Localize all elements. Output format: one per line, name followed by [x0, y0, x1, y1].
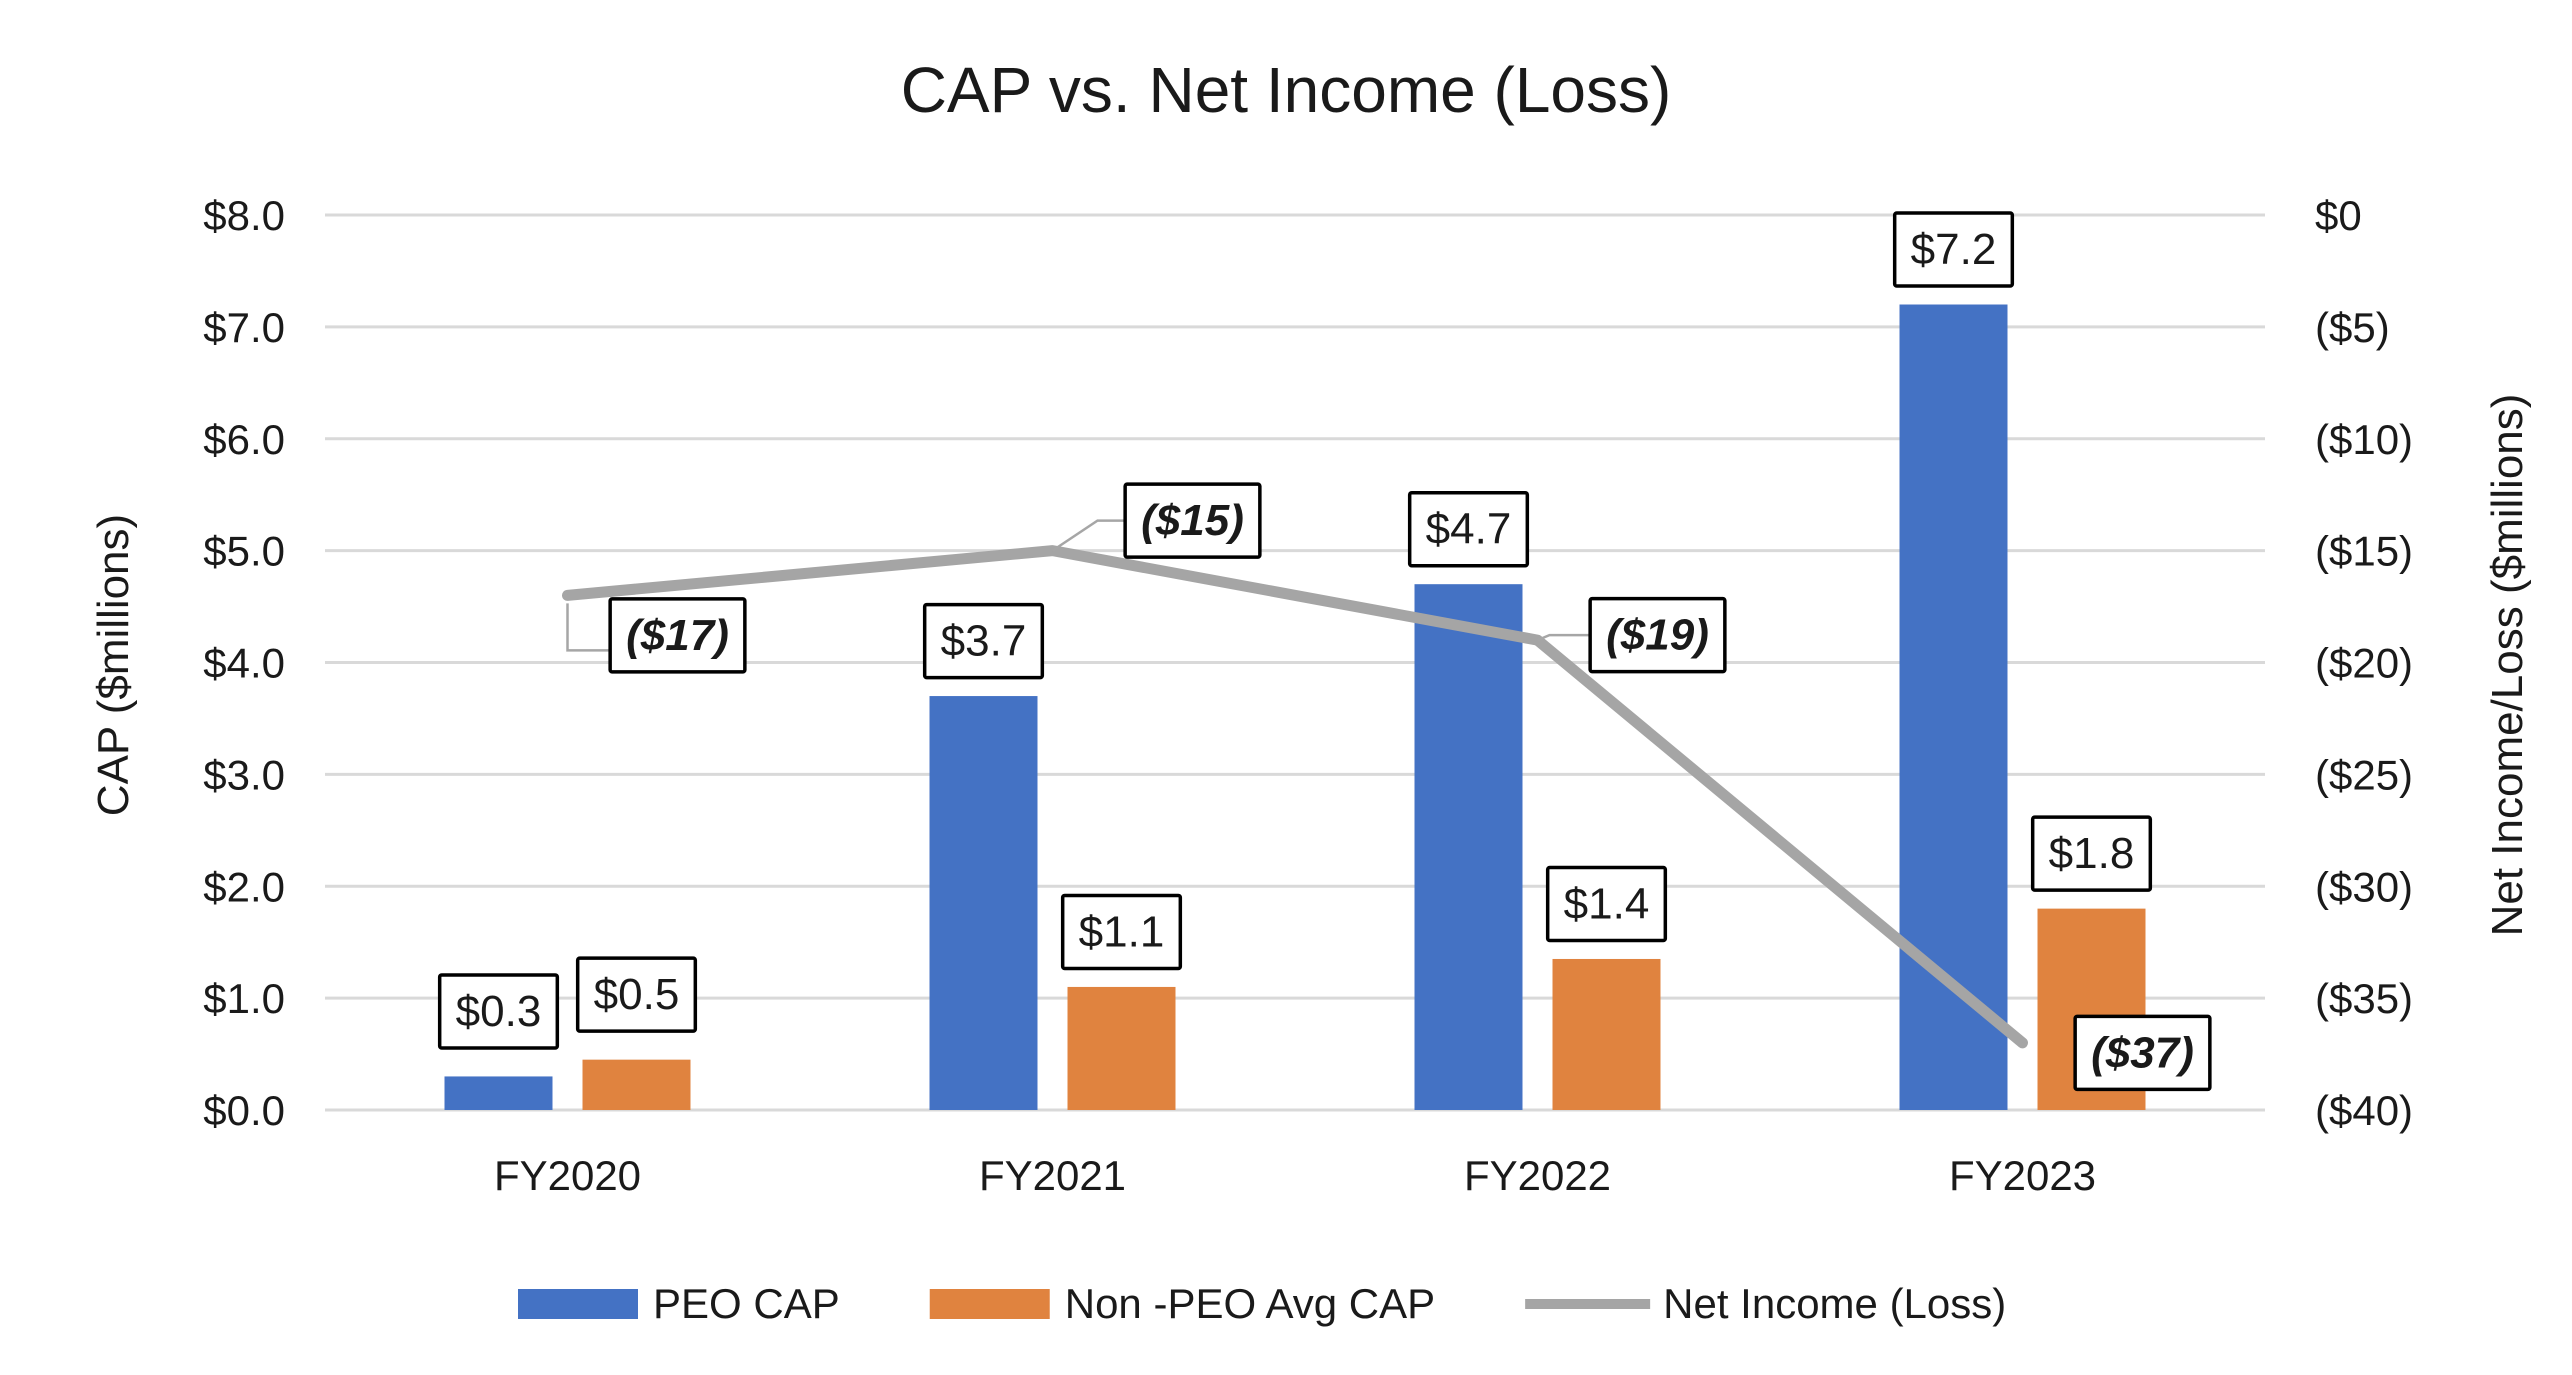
- left-axis-ticks: $0.0 $1.0 $2.0 $3.0 $4.0 $5.0 $6.0 $7.0 $8.0: [203, 192, 285, 1134]
- net-income-label-box: [1123, 482, 1262, 559]
- label-leader-line: [1537, 633, 1591, 642]
- net-income-label-box: [608, 597, 747, 674]
- left-tick-label: $0.0: [203, 1087, 285, 1134]
- bar-value-label-box: [1060, 893, 1183, 971]
- label-leader-line: [1051, 519, 1126, 552]
- bar-value-label-text: $1.8: [2049, 829, 2135, 878]
- net-income-point: [2021, 1041, 2024, 1044]
- legend-label: Net Income (Loss): [1663, 1280, 2006, 1327]
- legend-item: PEO CAP: [518, 1280, 840, 1327]
- bar-value-label-text: $0.5: [594, 970, 680, 1019]
- right-tick-label: ($10): [2315, 416, 2413, 463]
- bar-value-label-box: [2030, 815, 2153, 892]
- right-tick-label: ($5): [2315, 304, 2390, 351]
- bar-non-peo-cap: [1067, 986, 1176, 1110]
- right-tick-label: ($20): [2315, 640, 2413, 687]
- bar-value-label: $7.2: [1892, 211, 2015, 288]
- bar-value-label: $1.4: [1545, 865, 1668, 943]
- net-income-label-text: ($37): [2091, 1028, 2194, 1077]
- bar-value-label: $1.8: [2030, 815, 2153, 892]
- data-labels: $0.3 $3.7 $4.7 $7.2 $0.5 $1.1 $1.4 $1.8 ($17) ($1…: [437, 211, 2212, 1092]
- net-income-label: ($15): [1123, 482, 1262, 559]
- category-label: FY2020: [494, 1152, 641, 1199]
- bar-value-label-text: $1.1: [1079, 907, 1165, 956]
- bar-value-label: $0.5: [575, 956, 698, 1033]
- net-income-label-text: ($15): [1141, 496, 1244, 545]
- net-income-line-layer: [562, 545, 2028, 1049]
- bar-value-label: $0.3: [437, 973, 560, 1050]
- left-tick-label: $4.0: [203, 640, 285, 687]
- net-income-label-text: ($17): [626, 611, 729, 660]
- right-tick-label: ($40): [2315, 1087, 2413, 1134]
- right-tick-label: $0: [2315, 192, 2362, 239]
- bar-value-label-text: $1.4: [1564, 879, 1650, 928]
- net-income-label: ($37): [2073, 1014, 2212, 1092]
- left-tick-label: $2.0: [203, 863, 285, 910]
- left-tick-label: $1.0: [203, 975, 285, 1022]
- legend-label: PEO CAP: [653, 1280, 840, 1327]
- bars: [444, 304, 2146, 1110]
- right-axis-ticks: ($40) ($35) ($30) ($25) ($20) ($15) ($10) ($5) $…: [2315, 192, 2413, 1134]
- bar-value-label-text: $0.3: [456, 987, 542, 1036]
- net-income-line: [562, 545, 2028, 1049]
- category-label: FY2021: [979, 1152, 1126, 1199]
- right-axis-title: Net Income/Loss ($millions): [2483, 394, 2532, 937]
- bar-peo-cap: [929, 696, 1038, 1110]
- net-income-label-box: [2073, 1014, 2212, 1092]
- right-tick-label: ($25): [2315, 751, 2413, 798]
- bar-value-label-box: [922, 602, 1045, 680]
- legend-item: Net Income (Loss): [1525, 1280, 2006, 1327]
- legend-swatch: [518, 1289, 638, 1319]
- bar-non-peo-cap: [1552, 958, 1661, 1110]
- net-income-label: ($19): [1588, 596, 1727, 674]
- left-tick-label: $7.0: [203, 304, 285, 351]
- legend-label: Non -PEO Avg CAP: [1065, 1280, 1435, 1327]
- right-tick-label: ($30): [2315, 863, 2413, 910]
- left-axis-title: CAP ($millions): [89, 514, 138, 816]
- category-label: FY2022: [1464, 1152, 1611, 1199]
- left-tick-label: $6.0: [203, 416, 285, 463]
- left-tick-label: $3.0: [203, 751, 285, 798]
- bar-value-label-text: $7.2: [1911, 225, 1997, 274]
- bar-value-label: $4.7: [1407, 490, 1530, 568]
- bar-peo-cap: [1899, 304, 2008, 1110]
- bar-peo-cap: [444, 1076, 553, 1110]
- bar-non-peo-cap: [582, 1059, 691, 1110]
- bar-value-label-box: [1545, 865, 1668, 943]
- left-tick-label: $5.0: [203, 528, 285, 575]
- bar-value-label-text: $3.7: [941, 617, 1027, 666]
- bar-value-label-text: $4.7: [1426, 505, 1512, 554]
- bar-value-label: $1.1: [1060, 893, 1183, 971]
- bar-value-label-box: [437, 973, 560, 1050]
- legend-item: Non -PEO Avg CAP: [929, 1280, 1435, 1327]
- right-tick-label: ($15): [2315, 528, 2413, 575]
- legend: PEO CAP Non -PEO Avg CAP Net Income (Loss): [518, 1280, 2006, 1327]
- bar-value-label-box: [1407, 490, 1530, 568]
- right-tick-label: ($35): [2315, 975, 2413, 1022]
- label-leader-line: [566, 603, 611, 652]
- bar-value-label-box: [575, 956, 698, 1033]
- chart-title: CAP vs. Net Income (Loss): [901, 54, 1672, 126]
- bar-value-label: $3.7: [922, 602, 1045, 680]
- bar-peo-cap: [1414, 584, 1523, 1110]
- category-label: FY2023: [1949, 1152, 2096, 1199]
- net-income-label-text: ($19): [1606, 611, 1709, 660]
- net-income-label: ($17): [608, 597, 747, 674]
- bar-value-label-box: [1892, 211, 2015, 288]
- category-labels: FY2020 FY2021 FY2022 FY2023: [494, 1152, 2096, 1199]
- left-tick-label: $8.0: [203, 192, 285, 239]
- net-income-point: [566, 594, 569, 597]
- net-income-label-box: [1588, 596, 1727, 674]
- legend-swatch: [929, 1289, 1050, 1319]
